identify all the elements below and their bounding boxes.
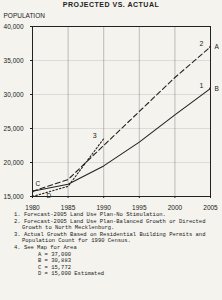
svg-text:20,000: 20,000 <box>4 159 24 166</box>
svg-text:2: 2 <box>200 40 204 47</box>
svg-text:1980: 1980 <box>25 204 40 210</box>
svg-text:C: C <box>36 180 41 187</box>
svg-text:1: 1 <box>200 82 204 89</box>
html-text:1. Forecast-2005 Land Use Plan: 1. Forecast-2005 Land Use Plan-No Stimul… <box>14 211 166 218</box>
html-text:B = 30,883: B = 30,883 <box>38 257 71 265</box>
svg-text:3: 3 <box>93 132 97 139</box>
svg-text:15,000: 15,000 <box>4 193 24 200</box>
svg-text:40,000: 40,000 <box>4 23 24 30</box>
svg-text:1985: 1985 <box>61 204 76 210</box>
html-text:A = 37,000: A = 37,000 <box>38 250 71 258</box>
svg-text:1995: 1995 <box>132 204 147 210</box>
svg-text:25,000: 25,000 <box>4 125 24 132</box>
svg-text:30,000: 30,000 <box>4 91 24 98</box>
svg-text:35,000: 35,000 <box>4 57 24 64</box>
svg-text:POPULATION: POPULATION <box>4 12 46 19</box>
svg-text:2000: 2000 <box>168 204 183 210</box>
html-text:D = 15,000 Estimated: D = 15,000 Estimated <box>38 270 104 278</box>
html-text:C = 15,772: C = 15,772 <box>38 263 71 271</box>
svg-text:D: D <box>47 192 52 199</box>
html-text:3. Actual Growth Based on Resi: 3. Actual Growth Based on Residential Bu… <box>14 230 206 245</box>
html-text:2. Forecast-2005 Land Use Plan: 2. Forecast-2005 Land Use Plan-Balanced … <box>14 217 206 232</box>
html-text:4. See Map for Area: 4. See Map for Area <box>14 244 77 251</box>
svg-text:A: A <box>215 43 220 50</box>
svg-text:B: B <box>215 85 219 92</box>
svg-text:1990: 1990 <box>96 204 111 210</box>
html-text:PROJECTED VS. ACTUAL: PROJECTED VS. ACTUAL <box>62 1 160 8</box>
svg-text:2005: 2005 <box>203 204 218 210</box>
